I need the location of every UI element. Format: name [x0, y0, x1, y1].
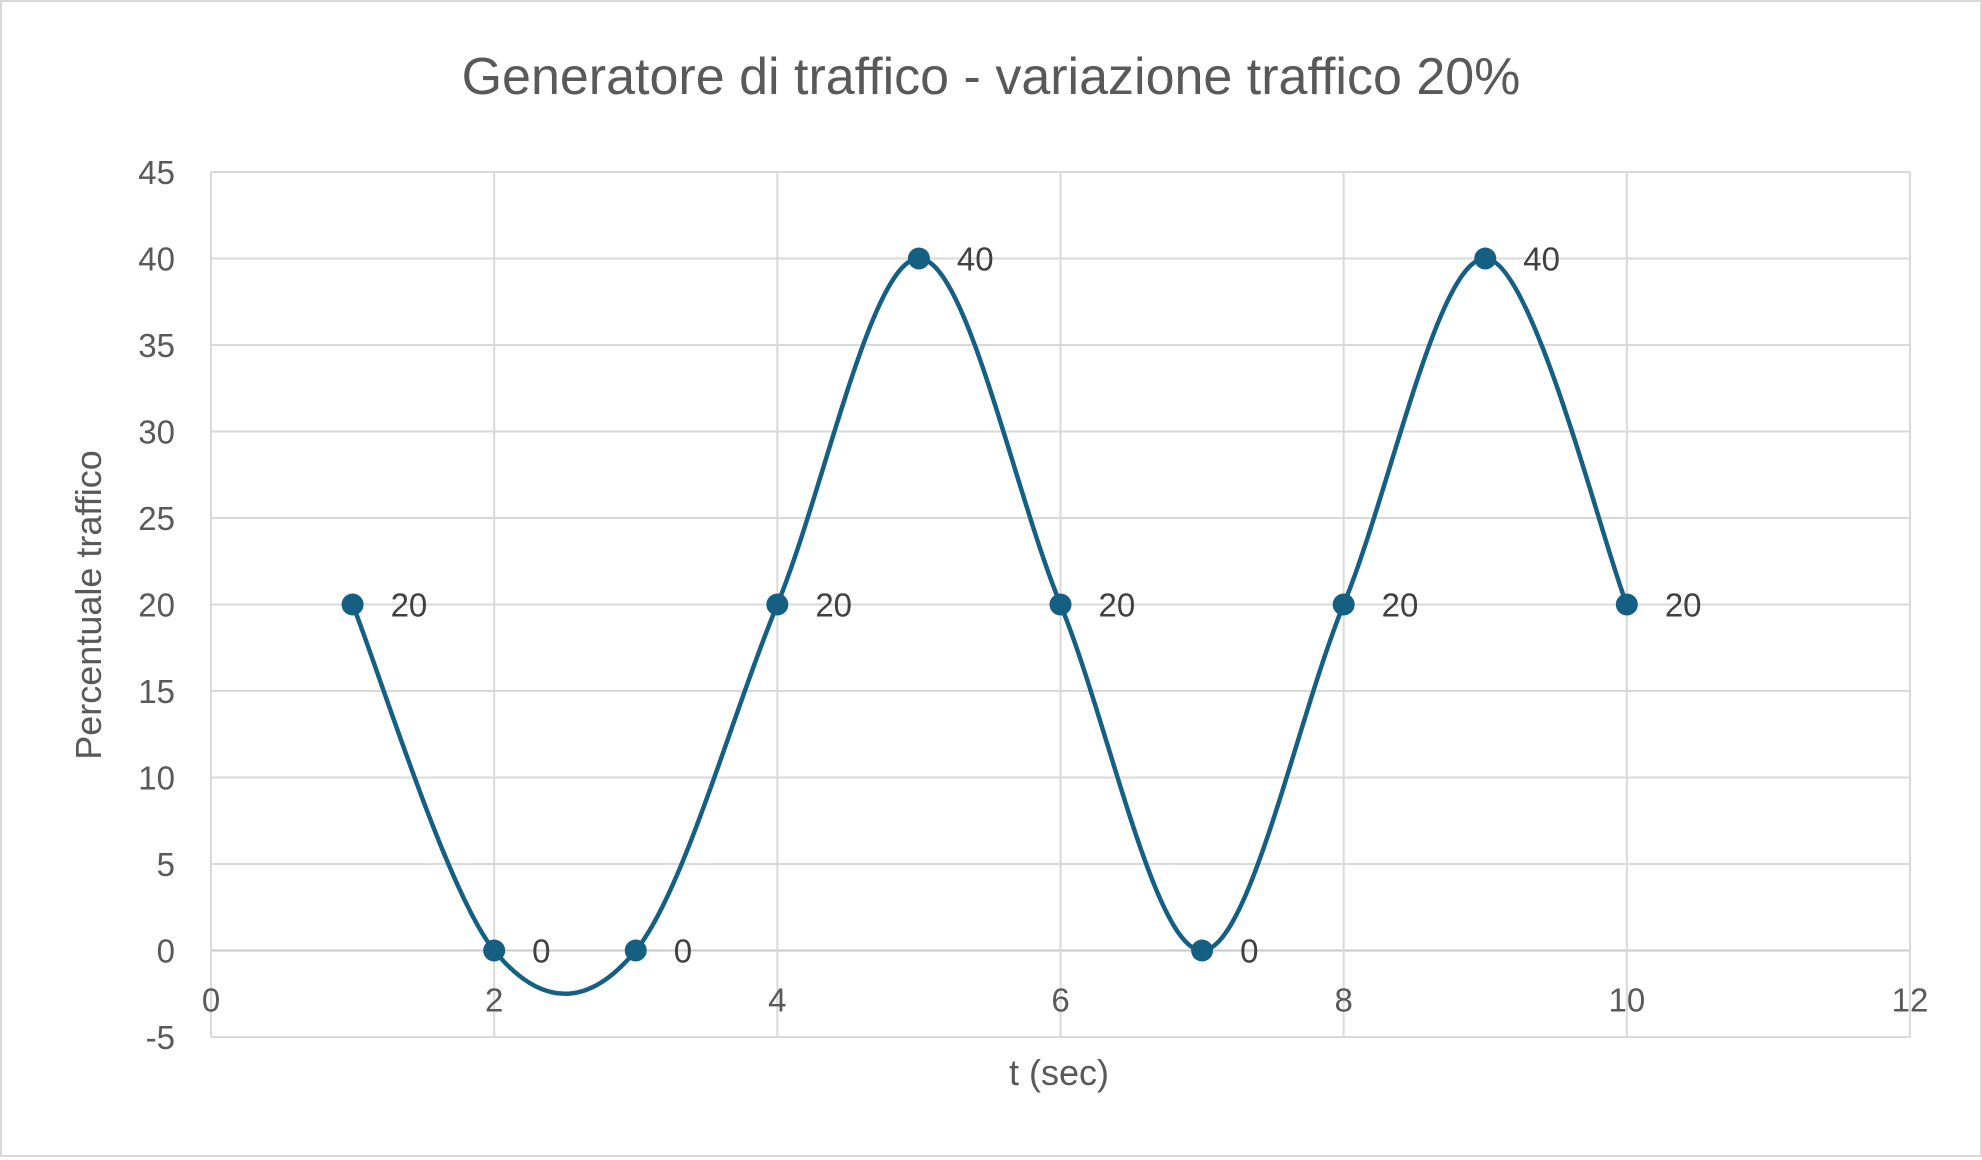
data-label: 0	[1240, 933, 1258, 970]
chart-title: Generatore di traffico - variazione traf…	[462, 48, 1521, 106]
y-tick-label: 35	[138, 327, 175, 364]
y-tick-label: 30	[138, 414, 175, 451]
y-tick-label: 15	[138, 673, 175, 710]
data-point	[483, 939, 506, 962]
x-tick-label: 6	[1051, 982, 1069, 1019]
data-point	[1049, 593, 1072, 616]
data-point	[766, 593, 789, 616]
x-tick-label: 4	[768, 982, 786, 1019]
y-tick-label: 20	[138, 587, 175, 624]
data-point	[624, 939, 647, 962]
data-point	[907, 247, 930, 270]
data-label: 40	[957, 241, 994, 278]
y-tick-label: 45	[138, 154, 175, 191]
x-tick-label: 8	[1334, 982, 1352, 1019]
data-label: 20	[815, 587, 852, 624]
data-point	[1191, 939, 1214, 962]
y-axis-title: Percentuale traffico	[68, 450, 109, 760]
data-label: 20	[1099, 587, 1136, 624]
data-point	[1332, 593, 1355, 616]
data-label: 20	[1382, 587, 1419, 624]
y-tick-label: 25	[138, 500, 175, 537]
data-label-layer: 20 0 0 20 40 20 0 20 40 20	[391, 241, 1702, 970]
point-layer	[341, 247, 1638, 962]
y-tick-label: 0	[157, 933, 175, 970]
y-tick-label: 40	[138, 241, 175, 278]
x-axis-title: t (sec)	[1009, 1052, 1109, 1093]
series-line	[350, 256, 1629, 996]
data-label: 20	[391, 587, 428, 624]
x-tick-label: 2	[485, 982, 503, 1019]
x-tick-label: 10	[1608, 982, 1645, 1019]
data-label: 40	[1523, 241, 1560, 278]
y-tick-label: 5	[157, 846, 175, 883]
y-tick-label: 10	[138, 760, 175, 797]
x-tick-label: 0	[202, 982, 220, 1019]
data-point	[341, 593, 364, 616]
data-label: 0	[532, 933, 550, 970]
y-tick-label: -5	[146, 1019, 175, 1056]
data-label: 20	[1665, 587, 1702, 624]
data-point	[1474, 247, 1497, 270]
data-label: 0	[674, 933, 692, 970]
data-point	[1615, 593, 1638, 616]
x-tick-label: 12	[1892, 982, 1929, 1019]
